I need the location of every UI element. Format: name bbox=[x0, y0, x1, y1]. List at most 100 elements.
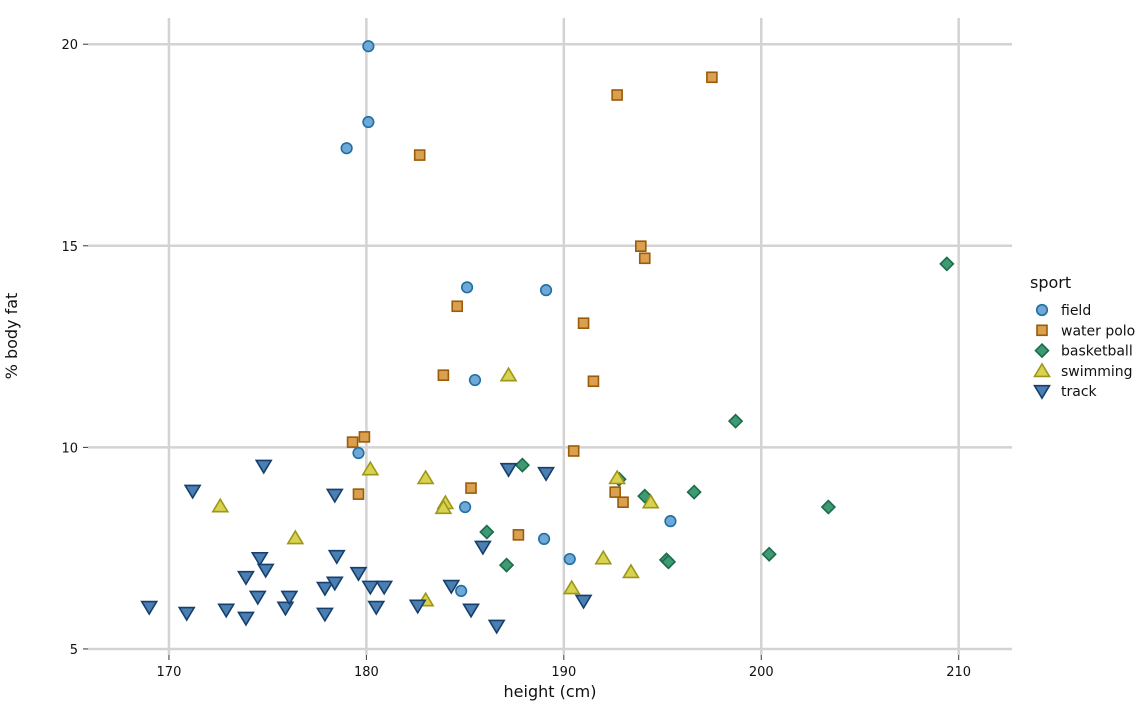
point-water-polo bbox=[352, 488, 365, 500]
point-track bbox=[256, 563, 275, 579]
point-field bbox=[539, 284, 553, 297]
point-track bbox=[280, 590, 299, 606]
point-swimming bbox=[622, 563, 640, 579]
point-track bbox=[462, 603, 480, 619]
point-water-polo bbox=[437, 369, 450, 382]
legend: sport field water polo basketball swimming t… bbox=[1030, 273, 1135, 400]
point-water-polo bbox=[617, 496, 629, 509]
point-water-polo bbox=[512, 529, 525, 541]
point-track bbox=[140, 600, 159, 616]
grid bbox=[88, 18, 1012, 655]
point-track bbox=[537, 466, 555, 482]
point-basketball bbox=[514, 457, 530, 473]
point-track bbox=[327, 549, 346, 565]
point-water-polo bbox=[635, 240, 647, 252]
point-basketball bbox=[820, 499, 837, 515]
point-track bbox=[349, 566, 368, 582]
legend-label-track: track bbox=[1061, 384, 1098, 400]
point-field bbox=[459, 500, 472, 514]
point-track bbox=[217, 603, 236, 619]
legend-key-swimming bbox=[1033, 362, 1051, 378]
point-track bbox=[177, 606, 196, 622]
x-tick-label: 180 bbox=[354, 665, 379, 680]
point-track bbox=[237, 570, 255, 586]
point-swimming bbox=[211, 497, 230, 513]
point-field bbox=[340, 142, 353, 155]
x-tick-label: 200 bbox=[749, 665, 774, 680]
point-water-polo bbox=[358, 431, 371, 443]
point-water-polo bbox=[413, 149, 426, 161]
point-track bbox=[361, 580, 380, 596]
point-basketball bbox=[479, 524, 495, 540]
legend-label-basketball: basketball bbox=[1061, 344, 1133, 360]
point-water-polo bbox=[587, 375, 600, 388]
point-swimming bbox=[361, 460, 380, 476]
point-track bbox=[473, 540, 492, 556]
point-water-polo bbox=[567, 445, 580, 457]
point-swimming bbox=[416, 469, 435, 485]
point-track bbox=[325, 488, 344, 504]
point-water-polo bbox=[638, 252, 651, 265]
point-water-polo bbox=[706, 71, 718, 84]
x-axis-label: height (cm) bbox=[504, 682, 597, 701]
point-basketball bbox=[761, 546, 777, 562]
point-basketball bbox=[686, 484, 702, 500]
point-field bbox=[537, 532, 551, 545]
point-basketball bbox=[498, 557, 515, 573]
point-track bbox=[325, 576, 344, 592]
point-field bbox=[362, 115, 375, 129]
legend-key-field bbox=[1035, 303, 1049, 317]
point-swimming bbox=[499, 366, 518, 382]
legend-key-track bbox=[1033, 384, 1051, 400]
legend-title: sport bbox=[1030, 273, 1071, 292]
point-track bbox=[237, 611, 255, 627]
point-track bbox=[375, 580, 394, 596]
point-field bbox=[664, 515, 677, 528]
point-track bbox=[276, 601, 295, 617]
x-tick-label: 170 bbox=[157, 665, 182, 680]
y-tick-label: 10 bbox=[61, 441, 78, 456]
x-tick-label: 190 bbox=[551, 665, 576, 680]
point-water-polo bbox=[346, 436, 359, 448]
point-field bbox=[468, 373, 482, 387]
point-track bbox=[254, 459, 273, 475]
point-track bbox=[408, 599, 427, 615]
point-track bbox=[316, 581, 334, 597]
point-swimming bbox=[608, 469, 627, 485]
point-water-polo bbox=[577, 317, 590, 329]
point-field bbox=[455, 584, 468, 597]
y-tick-label: 20 bbox=[61, 38, 78, 53]
point-field bbox=[352, 446, 365, 460]
point-field bbox=[563, 552, 576, 566]
point-basketball bbox=[939, 256, 955, 272]
legend-label-water-polo: water polo bbox=[1061, 323, 1135, 339]
point-track bbox=[183, 484, 202, 500]
legend-label-field: field bbox=[1061, 303, 1091, 319]
point-track bbox=[250, 551, 269, 567]
point-water-polo bbox=[611, 89, 623, 101]
y-axis-label: % body fat bbox=[2, 293, 21, 380]
point-track bbox=[248, 590, 267, 606]
axes: 170 180 190 200 210 5 10 15 20 bbox=[61, 38, 971, 680]
point-track bbox=[442, 579, 461, 595]
y-tick-label: 5 bbox=[70, 643, 78, 658]
legend-key-basketball bbox=[1034, 342, 1050, 359]
point-track bbox=[574, 594, 593, 610]
legend-key-water-polo bbox=[1036, 324, 1048, 337]
point-water-polo bbox=[609, 486, 621, 498]
x-tick-label: 210 bbox=[946, 665, 971, 680]
point-water-polo bbox=[451, 300, 464, 313]
legend-label-swimming: swimming bbox=[1061, 364, 1133, 380]
point-swimming bbox=[562, 579, 581, 595]
point-field bbox=[362, 40, 375, 53]
point-track bbox=[367, 600, 386, 616]
point-swimming bbox=[434, 499, 453, 515]
point-track bbox=[499, 462, 518, 478]
point-swimming bbox=[641, 493, 660, 509]
data-points bbox=[140, 40, 955, 635]
point-basketball bbox=[660, 554, 677, 570]
point-field bbox=[460, 281, 474, 294]
point-swimming bbox=[594, 549, 613, 565]
point-swimming bbox=[286, 529, 305, 545]
